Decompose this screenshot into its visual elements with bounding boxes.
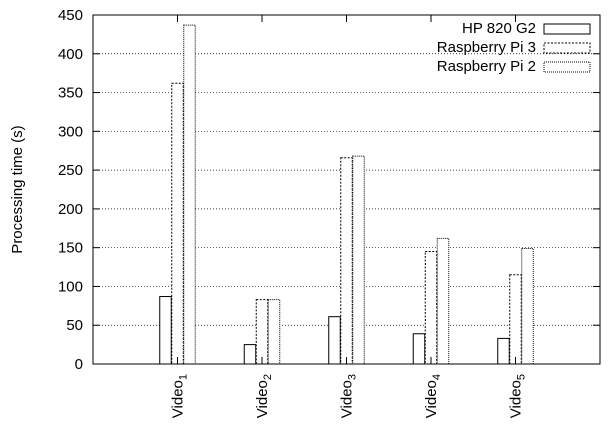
bar-hp-820-g2 <box>412 333 426 365</box>
legend-label: Raspberry Pi 3 <box>437 39 536 56</box>
x-tick-label: Video1 <box>170 374 190 418</box>
y-tick-label: 100 <box>58 278 83 295</box>
bar-raspberry-pi-2 <box>352 155 365 365</box>
y-tick-label: 0 <box>75 356 83 373</box>
y-tick-label: 50 <box>66 317 83 334</box>
axes: 0 50 100 150 200 250 300 350 400 450 Video1 Video2 V… <box>58 7 600 418</box>
bar-raspberry-pi-2 <box>267 299 281 365</box>
legend-label: HP 820 G2 <box>462 20 536 37</box>
legend: HP 820 G2 Raspberry Pi 3 Raspberry Pi 2 <box>437 20 591 75</box>
bar-hp-820-g2 <box>159 296 172 365</box>
x-tick-label: Video4 <box>423 374 443 418</box>
y-tick-label: 200 <box>58 201 83 218</box>
bar-hp-820-g2 <box>243 344 257 365</box>
bar-raspberry-pi-2 <box>521 247 534 365</box>
bar-raspberry-pi-3 <box>255 299 269 365</box>
legend-swatch <box>543 23 591 35</box>
bar-hp-820-g2 <box>497 337 510 365</box>
y-tick-label: 300 <box>58 123 83 140</box>
legend-swatch <box>543 42 591 54</box>
bar-raspberry-pi-3 <box>171 82 184 365</box>
y-tick-label: 250 <box>58 162 83 179</box>
x-tick-label: Video2 <box>254 374 274 418</box>
y-tick-label: 400 <box>58 46 83 63</box>
bar-hp-820-g2 <box>328 316 341 365</box>
bar-raspberry-pi-3 <box>424 251 438 365</box>
y-tick-label: 150 <box>58 240 83 257</box>
legend-label: Raspberry Pi 2 <box>437 58 536 75</box>
y-axis-label: Processing time (s) <box>9 125 26 253</box>
y-tick-label: 350 <box>58 85 83 102</box>
x-tick-label: Video3 <box>339 374 359 418</box>
bars <box>159 24 534 365</box>
y-tick-label: 450 <box>58 7 83 24</box>
bar-raspberry-pi-3 <box>509 274 522 365</box>
bar-raspberry-pi-2 <box>436 237 450 365</box>
bar-raspberry-pi-3 <box>340 157 353 365</box>
x-tick-label: Video5 <box>508 374 528 418</box>
bar-raspberry-pi-2 <box>183 24 196 365</box>
legend-swatch <box>543 61 591 73</box>
